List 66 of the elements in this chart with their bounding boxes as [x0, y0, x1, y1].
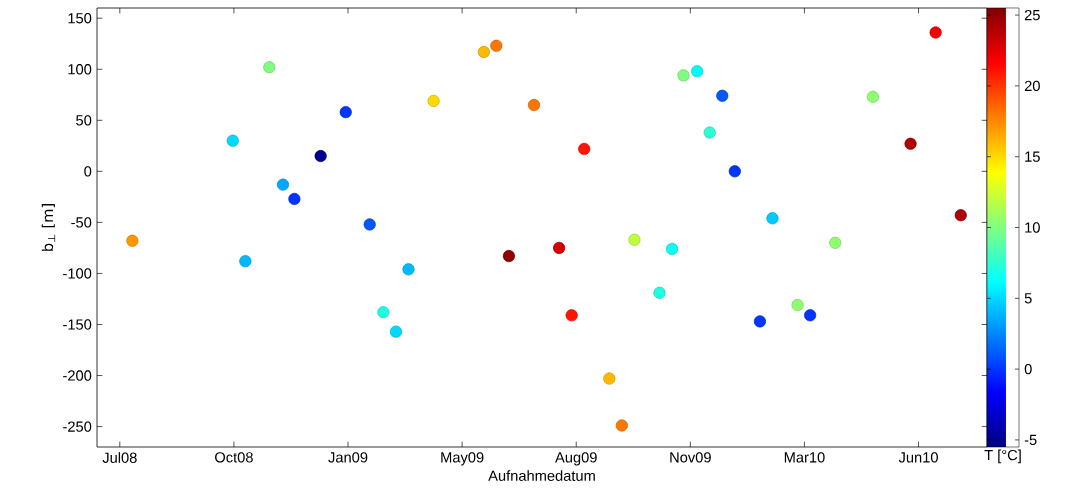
y-tick-label: 100 [68, 64, 92, 75]
color-bar-label: 5 [1024, 293, 1032, 304]
y-tick-label: 50 [76, 115, 92, 126]
x-axis-title: Aufnahmedatum [488, 470, 595, 481]
y-tick-label: -150 [63, 319, 92, 330]
color-bar-label: 20 [1024, 80, 1040, 92]
x-tick-label: Jul08 [102, 452, 137, 463]
y-tick-label: -100 [63, 268, 92, 279]
point [716, 89, 729, 102]
color-bar-label: -5 [1024, 434, 1037, 446]
point [553, 241, 566, 254]
point [477, 45, 490, 58]
point [339, 106, 352, 119]
point [653, 286, 666, 299]
color-bar-label: 10 [1025, 222, 1040, 233]
point [703, 126, 716, 139]
y-axis-title: b$_{⊥}$ [m] [41, 204, 56, 251]
point [677, 69, 690, 82]
point [603, 372, 616, 385]
point [377, 306, 390, 319]
y-tick-label: 150 [68, 13, 92, 24]
point [691, 65, 704, 78]
point [263, 61, 276, 74]
y-tick-label: -200 [63, 370, 92, 381]
point [427, 94, 440, 107]
color-bar-label: 0 [1024, 363, 1032, 375]
point [314, 149, 327, 163]
y-tick-label: -250 [63, 421, 92, 432]
point [527, 98, 541, 112]
color-bar-title: T [°C] [984, 449, 1021, 464]
point [791, 299, 804, 312]
point [766, 212, 779, 225]
point [288, 192, 301, 205]
x-tick-label: Jan09 [328, 452, 368, 463]
point [490, 39, 503, 52]
color-bar-label: 25 [1024, 9, 1040, 21]
point [239, 255, 252, 268]
point [389, 325, 403, 338]
point [929, 26, 942, 39]
point [666, 242, 679, 256]
point [615, 419, 628, 432]
y-tick-label: 0 [84, 166, 92, 177]
point [578, 142, 591, 155]
x-tick-label: Mar10 [784, 452, 825, 463]
point [402, 263, 415, 276]
point [226, 134, 239, 147]
point [954, 209, 967, 222]
point [565, 309, 578, 322]
point [628, 233, 641, 246]
x-tick-label: May09 [441, 452, 484, 466]
point [804, 309, 817, 322]
point [866, 90, 879, 103]
x-tick-label: Jun10 [898, 452, 938, 463]
color-bar-label: 15 [1025, 151, 1040, 162]
y-tick-label: -50 [71, 217, 92, 228]
point [829, 236, 842, 249]
x-tick-label: Nov09 [670, 452, 711, 463]
point [728, 165, 741, 178]
point [904, 137, 917, 150]
x-tick-label: Oct08 [215, 452, 253, 463]
point [276, 178, 290, 191]
point [753, 315, 767, 328]
x-tick-label: Aug09 [555, 452, 597, 466]
point [126, 234, 139, 247]
point [363, 218, 376, 231]
point [502, 250, 515, 263]
